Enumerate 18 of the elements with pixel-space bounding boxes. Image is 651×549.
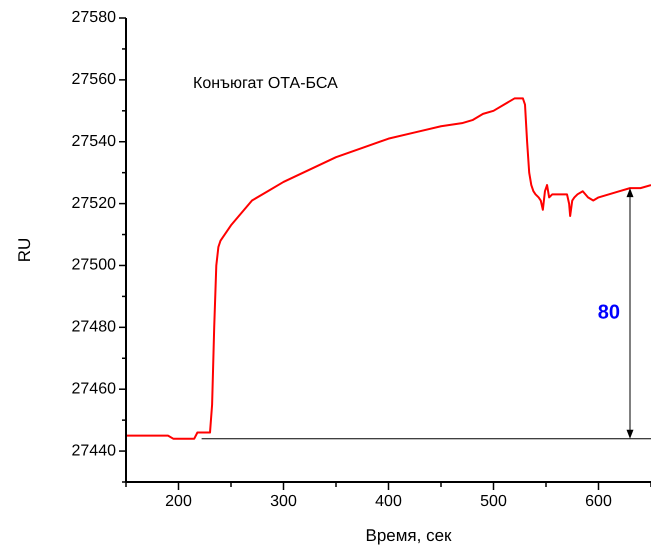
x-tick-label: 200 [165, 493, 192, 510]
y-axis-title: RU [15, 238, 34, 262]
text: Конъюгат ОТА-БСА [193, 75, 338, 92]
x-tick-label: 600 [585, 493, 612, 510]
y-tick-label: 27540 [72, 132, 116, 150]
x-tick-label: 400 [375, 493, 402, 510]
y-tick-label: 27580 [72, 9, 116, 26]
y-tick-label: 27500 [72, 256, 116, 274]
y-tick-label: 27440 [72, 442, 116, 460]
y-tick-label: 27480 [72, 318, 116, 336]
x-axis-title: Время, сек [366, 526, 452, 545]
y-tick-label: 27460 [72, 380, 116, 398]
x-tick-label: 300 [270, 493, 297, 510]
y-tick-label: 27520 [72, 194, 116, 212]
x-tick-label: 500 [480, 493, 507, 510]
y-tick-label: 27560 [72, 71, 116, 88]
line-series [125, 97, 651, 440]
annotation: 80 [598, 302, 620, 324]
